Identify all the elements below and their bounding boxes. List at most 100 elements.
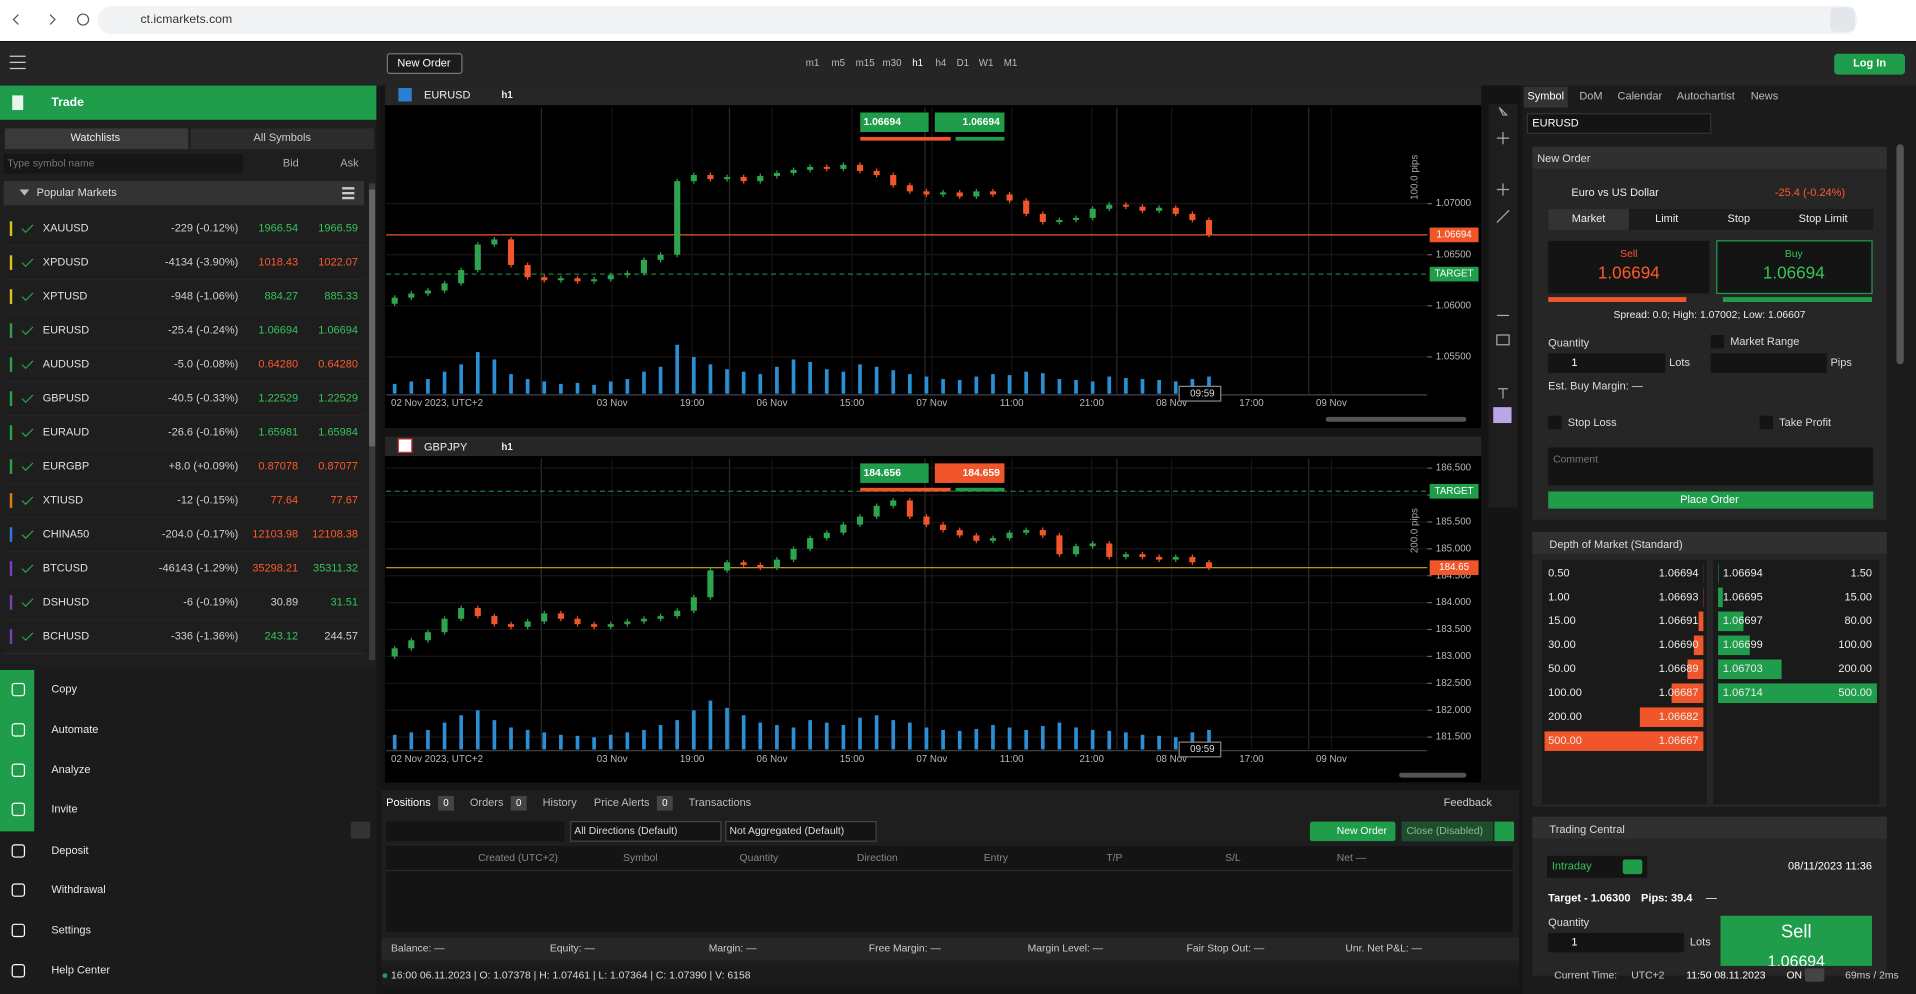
button-label[interactable]: Sell bbox=[1781, 921, 1812, 942]
tab-label[interactable]: Orders bbox=[470, 797, 504, 809]
watchlist-row[interactable] bbox=[3, 551, 366, 586]
timeframe[interactable]: M1 bbox=[1004, 58, 1018, 69]
scroll-thumb[interactable] bbox=[369, 189, 376, 447]
chart-scrollbar[interactable] bbox=[1399, 772, 1467, 778]
order-type[interactable]: Stop bbox=[1728, 213, 1751, 225]
order-type[interactable]: Market bbox=[1572, 213, 1606, 225]
tab[interactable] bbox=[190, 128, 374, 150]
chart-scrollbar[interactable] bbox=[1325, 416, 1467, 422]
timeframe[interactable]: W1 bbox=[979, 58, 994, 69]
watchlist-row[interactable] bbox=[3, 381, 366, 416]
menu-icon[interactable] bbox=[9, 55, 26, 70]
sell-quote[interactable] bbox=[860, 463, 929, 483]
search-box[interactable] bbox=[386, 821, 565, 842]
toggle[interactable] bbox=[1804, 968, 1825, 982]
tab-label[interactable]: Transactions bbox=[689, 797, 752, 809]
timeframe[interactable]: m30 bbox=[883, 58, 903, 69]
tab-label[interactable]: History bbox=[543, 797, 578, 809]
watchlist-row[interactable] bbox=[3, 415, 366, 450]
watchlist-row[interactable] bbox=[3, 245, 366, 280]
login-button[interactable] bbox=[1834, 53, 1906, 75]
watchlist-row[interactable] bbox=[3, 449, 366, 484]
timeframe[interactable]: m5 bbox=[831, 58, 845, 69]
bid: 12103.98 bbox=[252, 528, 298, 540]
comment-box[interactable] bbox=[1548, 447, 1874, 486]
menu-item[interactable]: Analyze bbox=[51, 764, 90, 776]
color-swatch[interactable] bbox=[1493, 407, 1512, 424]
volume-bar bbox=[409, 732, 414, 750]
menu-item[interactable]: Automate bbox=[51, 724, 98, 736]
button-label[interactable]: Place Order bbox=[1680, 494, 1739, 506]
checkbox[interactable] bbox=[1759, 415, 1774, 430]
watchlist-row[interactable] bbox=[3, 313, 366, 348]
new-order-button[interactable] bbox=[1309, 821, 1396, 842]
reload-icon[interactable] bbox=[76, 13, 90, 26]
order-type[interactable]: Stop Limit bbox=[1799, 213, 1848, 225]
menu-item[interactable]: Invite bbox=[51, 803, 77, 815]
sell-quote[interactable] bbox=[860, 112, 929, 133]
pips-input[interactable] bbox=[1710, 353, 1827, 373]
tab-label[interactable]: DoM bbox=[1579, 90, 1602, 102]
symbol-select[interactable] bbox=[1526, 113, 1712, 134]
nav-arrows[interactable] bbox=[12, 14, 56, 25]
buy-quote[interactable] bbox=[934, 463, 1005, 483]
toggle[interactable] bbox=[1622, 859, 1643, 875]
menu-item[interactable]: Withdrawal bbox=[51, 884, 105, 896]
quantity-input[interactable] bbox=[1548, 353, 1666, 373]
timeframe[interactable]: h4 bbox=[935, 58, 946, 69]
tc-sell-button[interactable] bbox=[1720, 915, 1873, 966]
checkbox[interactable] bbox=[1548, 415, 1562, 430]
search-box[interactable] bbox=[3, 154, 244, 174]
quantity-input[interactable] bbox=[1548, 932, 1684, 953]
button-label[interactable]: New Order bbox=[1337, 826, 1388, 837]
tc-mode-select[interactable] bbox=[1546, 855, 1648, 878]
close-dropdown[interactable] bbox=[1494, 821, 1514, 842]
menu-item[interactable]: Copy bbox=[51, 683, 77, 695]
tab-label[interactable]: Calendar bbox=[1618, 90, 1663, 102]
tool-icons[interactable] bbox=[1496, 107, 1510, 399]
place-order-button[interactable] bbox=[1548, 491, 1874, 509]
watchlist-row[interactable] bbox=[3, 279, 366, 314]
active-order-type[interactable] bbox=[1548, 209, 1629, 230]
link[interactable]: Feedback bbox=[1444, 797, 1493, 809]
timeframe[interactable]: h1 bbox=[912, 58, 923, 69]
new-order-button[interactable] bbox=[386, 53, 463, 74]
tab-label[interactable]: Autochartist bbox=[1677, 90, 1735, 102]
tab-label[interactable]: News bbox=[1751, 90, 1779, 102]
profile-icon[interactable] bbox=[1830, 7, 1855, 32]
watchlist-row[interactable] bbox=[3, 483, 366, 518]
tab[interactable] bbox=[4, 128, 189, 150]
menu-item[interactable]: Deposit bbox=[51, 845, 88, 857]
menu-item[interactable]: Settings bbox=[51, 924, 91, 936]
button-label[interactable]: Log In bbox=[1853, 57, 1886, 69]
watchlist-row[interactable] bbox=[3, 212, 366, 246]
buy-box[interactable] bbox=[1716, 240, 1873, 295]
timeframe[interactable]: D1 bbox=[957, 58, 969, 69]
list-icon[interactable] bbox=[342, 187, 355, 200]
sell-box[interactable] bbox=[1548, 240, 1710, 294]
expand-button[interactable] bbox=[350, 821, 371, 839]
watchlist-row[interactable] bbox=[3, 585, 366, 620]
tab-label[interactable]: Watchlists bbox=[70, 132, 120, 144]
dropdown[interactable] bbox=[570, 820, 722, 842]
order-type[interactable]: Limit bbox=[1655, 213, 1678, 225]
checkbox[interactable] bbox=[1710, 335, 1725, 349]
tab-label[interactable]: All Symbols bbox=[254, 132, 312, 144]
buy-quote[interactable] bbox=[934, 112, 1005, 133]
trade-header[interactable] bbox=[0, 85, 377, 120]
scrollbar[interactable] bbox=[1896, 144, 1904, 365]
watchlist-row[interactable] bbox=[3, 347, 366, 382]
active-tab[interactable] bbox=[1523, 86, 1568, 108]
watchlist-row[interactable] bbox=[3, 517, 366, 552]
dropdown[interactable] bbox=[725, 820, 877, 842]
menu-item[interactable]: Help Center bbox=[51, 965, 110, 977]
address-bar[interactable] bbox=[97, 6, 1858, 35]
tab-label[interactable]: Price Alerts bbox=[594, 797, 650, 809]
watchlist-row[interactable] bbox=[3, 619, 366, 654]
timeframe[interactable]: m15 bbox=[856, 58, 876, 69]
timeframe[interactable]: m1 bbox=[806, 58, 820, 69]
tab-label[interactable]: Symbol bbox=[1527, 90, 1564, 102]
tab-label[interactable]: Positions bbox=[386, 797, 431, 809]
group-header[interactable] bbox=[3, 180, 365, 206]
button-label[interactable]: New Order bbox=[397, 57, 451, 69]
